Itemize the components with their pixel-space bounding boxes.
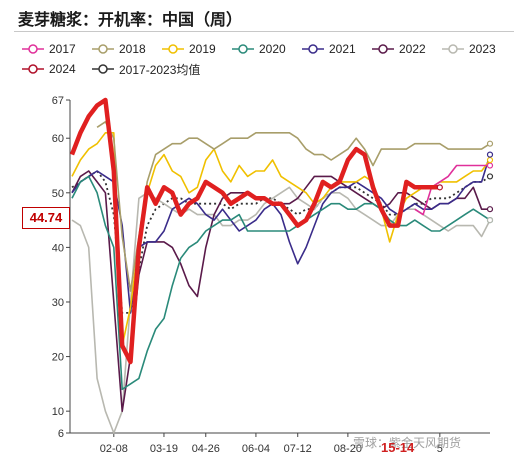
legend-marker-icon [22,64,44,74]
series-line-2017 [414,164,490,216]
y-tick-label: 30 [52,297,64,309]
series-line-2021 [71,154,491,314]
x-tick-label: 5 [437,443,443,455]
legend-label: 2024 [49,62,76,76]
x-axis-ticks: 02-08 03-19 04-26 06-04 07-12 08-20 5 [100,433,443,455]
series-lines [69,97,494,434]
y-tick-label: 6 [58,428,64,440]
legend-marker-icon [22,44,44,54]
legend-item-2022: 2022 [372,40,426,58]
legend-item-2021: 2021 [302,40,356,58]
legend-marker-icon [302,44,324,54]
legend-item-2023: 2023 [442,40,496,58]
highlight-x-label: 15-14 [381,440,415,455]
series-end-point [486,140,494,147]
latest-value-callout: 44.74 [22,207,70,229]
legend-label: 2017-2023均值 [119,62,201,77]
series-line-2018 [96,121,491,292]
legend-label: 2023 [469,42,496,56]
legend-label: 2020 [259,42,286,56]
legend-item-2020: 2020 [232,40,286,58]
legend-marker-icon [232,44,254,54]
series-end-point [486,151,494,158]
series-line-2020 [71,175,491,391]
x-tick-label: 08-20 [334,443,362,455]
legend-item-2024: 2024 [22,60,76,78]
series-end-point [486,173,494,180]
legend-marker-icon [162,44,184,54]
series-end-point [486,206,494,213]
legend-label: 2019 [189,42,216,56]
y-tick-label: 60 [52,133,64,145]
x-tick-label: 06-04 [242,443,270,455]
series-line-2024 [69,97,440,365]
y-tick-label: 10 [52,406,64,418]
y-tick-label: 67 [52,95,64,107]
y-axis-ticks: 6 10 20 30 40 50 60 67 [52,95,70,440]
legend-label: 2018 [119,42,146,56]
title-divider [14,31,514,32]
legend-item-2017-2023均值: 2017-2023均值 [92,60,200,78]
legend-item-2019: 2019 [162,40,216,58]
legend-marker-icon [442,44,464,54]
x-tick-label: 04-26 [192,443,220,455]
x-tick-label: 03-19 [150,443,178,455]
series-end-point [486,162,494,169]
chart-title: 麦芽糖浆：开机率：中国（周） [18,10,243,29]
y-tick-label: 40 [52,242,64,254]
y-tick-label: 50 [52,188,64,200]
legend-label: 2017 [49,42,76,56]
legend-marker-icon [372,44,394,54]
watermark-text: 雪球：紫金天风期货 [353,436,462,450]
series-end-point [486,156,494,164]
legend-item-2018: 2018 [92,40,146,58]
series-end-point [436,184,443,191]
series-end-point [486,216,494,224]
legend-marker-icon [92,44,114,54]
x-tick-label: 07-12 [284,443,312,455]
y-tick-label: 20 [52,352,64,364]
legend-label: 2022 [399,42,426,56]
legend-item-2017: 2017 [22,40,76,58]
legend-label: 2021 [329,42,356,56]
legend-marker-icon [92,64,114,74]
x-tick-label: 02-08 [100,443,128,455]
